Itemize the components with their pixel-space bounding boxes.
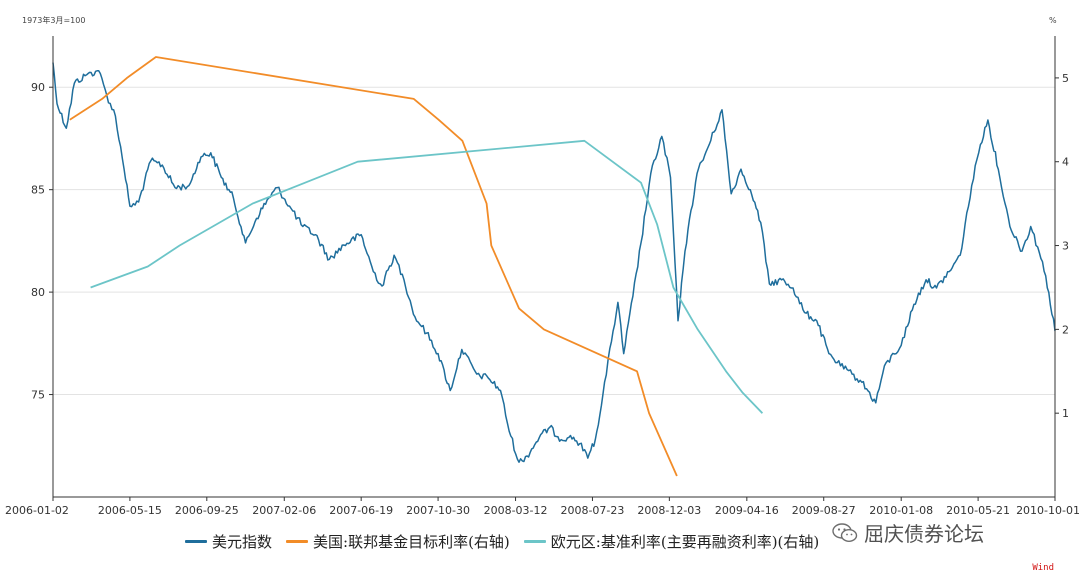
- x-tick-label-11: 2010-01-08: [869, 504, 933, 517]
- left-tick-label-1: 80: [31, 286, 45, 299]
- right-tick-label-1: 2: [1062, 323, 1069, 336]
- legend-label-ecb-rate: 欧元区:基准利率(主要再融资利率)(右轴): [550, 533, 820, 551]
- legend-item-ecb-rate: 欧元区:基准利率(主要再融资利率)(右轴): [523, 531, 820, 552]
- legend: 美元指数 美国:联邦基金目标利率(右轴) 欧元区:基准利率(主要再融资利率)(右…: [185, 531, 833, 552]
- x-tick-label-6: 2008-03-12: [484, 504, 548, 517]
- x-tick-label-5: 2007-10-30: [406, 504, 470, 517]
- grid-lines: [53, 86, 1055, 396]
- legend-swatch-usd-index: [185, 540, 207, 543]
- left-axis-unit: 1973年3月=100: [22, 15, 85, 25]
- x-tick-label-7: 2008-07-23: [560, 504, 624, 517]
- x-tick-label-12: 2010-05-21: [946, 504, 1010, 517]
- right-tick-label-2: 3: [1062, 240, 1069, 253]
- legend-item-usd-index: 美元指数: [185, 531, 272, 552]
- legend-label-fed-rate: 美国:联邦基金目标利率(右轴): [313, 533, 510, 551]
- ecb-rate-line: [90, 139, 764, 414]
- right-tick-label-4: 5: [1062, 72, 1069, 85]
- x-tick-label-13: 2010-10-01: [1016, 504, 1080, 517]
- axes: 75 80 85 90 1 2 3 4 5 2006-01-02 2006-05-15 2006-09…: [5, 36, 1080, 517]
- x-tick-label-1: 2006-05-15: [98, 504, 162, 517]
- right-tick-label-3: 4: [1062, 156, 1069, 169]
- left-tick-label-0: 75: [31, 389, 45, 402]
- legend-swatch-fed-rate: [286, 540, 309, 543]
- watermark-text: 屈庆债券论坛: [864, 522, 984, 546]
- usd-index-line: [52, 62, 1056, 463]
- x-tick-label-3: 2007-02-06: [252, 504, 316, 517]
- x-tick-label-10: 2009-08-27: [792, 504, 856, 517]
- x-tick-label-0: 2006-01-02: [5, 504, 69, 517]
- watermark: 屈庆债券论坛: [832, 518, 984, 547]
- left-tick-label-3: 90: [31, 81, 45, 94]
- right-axis-unit: %: [1049, 16, 1057, 25]
- legend-item-fed-rate: 美国:联邦基金目标利率(右轴): [286, 531, 510, 552]
- x-tick-label-9: 2009-04-16: [715, 504, 779, 517]
- source-label: Wind: [1032, 563, 1054, 573]
- legend-swatch-ecb-rate: [523, 540, 546, 543]
- x-tick-label-2: 2006-09-25: [175, 504, 239, 517]
- wechat-icon: [832, 522, 858, 542]
- series-layer: [52, 56, 1056, 477]
- fed-rate-line: [69, 56, 678, 477]
- x-tick-label-8: 2008-12-03: [637, 504, 701, 517]
- legend-label-usd-index: 美元指数: [212, 533, 273, 551]
- right-tick-label-0: 1: [1062, 407, 1069, 420]
- left-tick-label-2: 85: [31, 184, 45, 197]
- x-tick-label-4: 2007-06-19: [329, 504, 393, 517]
